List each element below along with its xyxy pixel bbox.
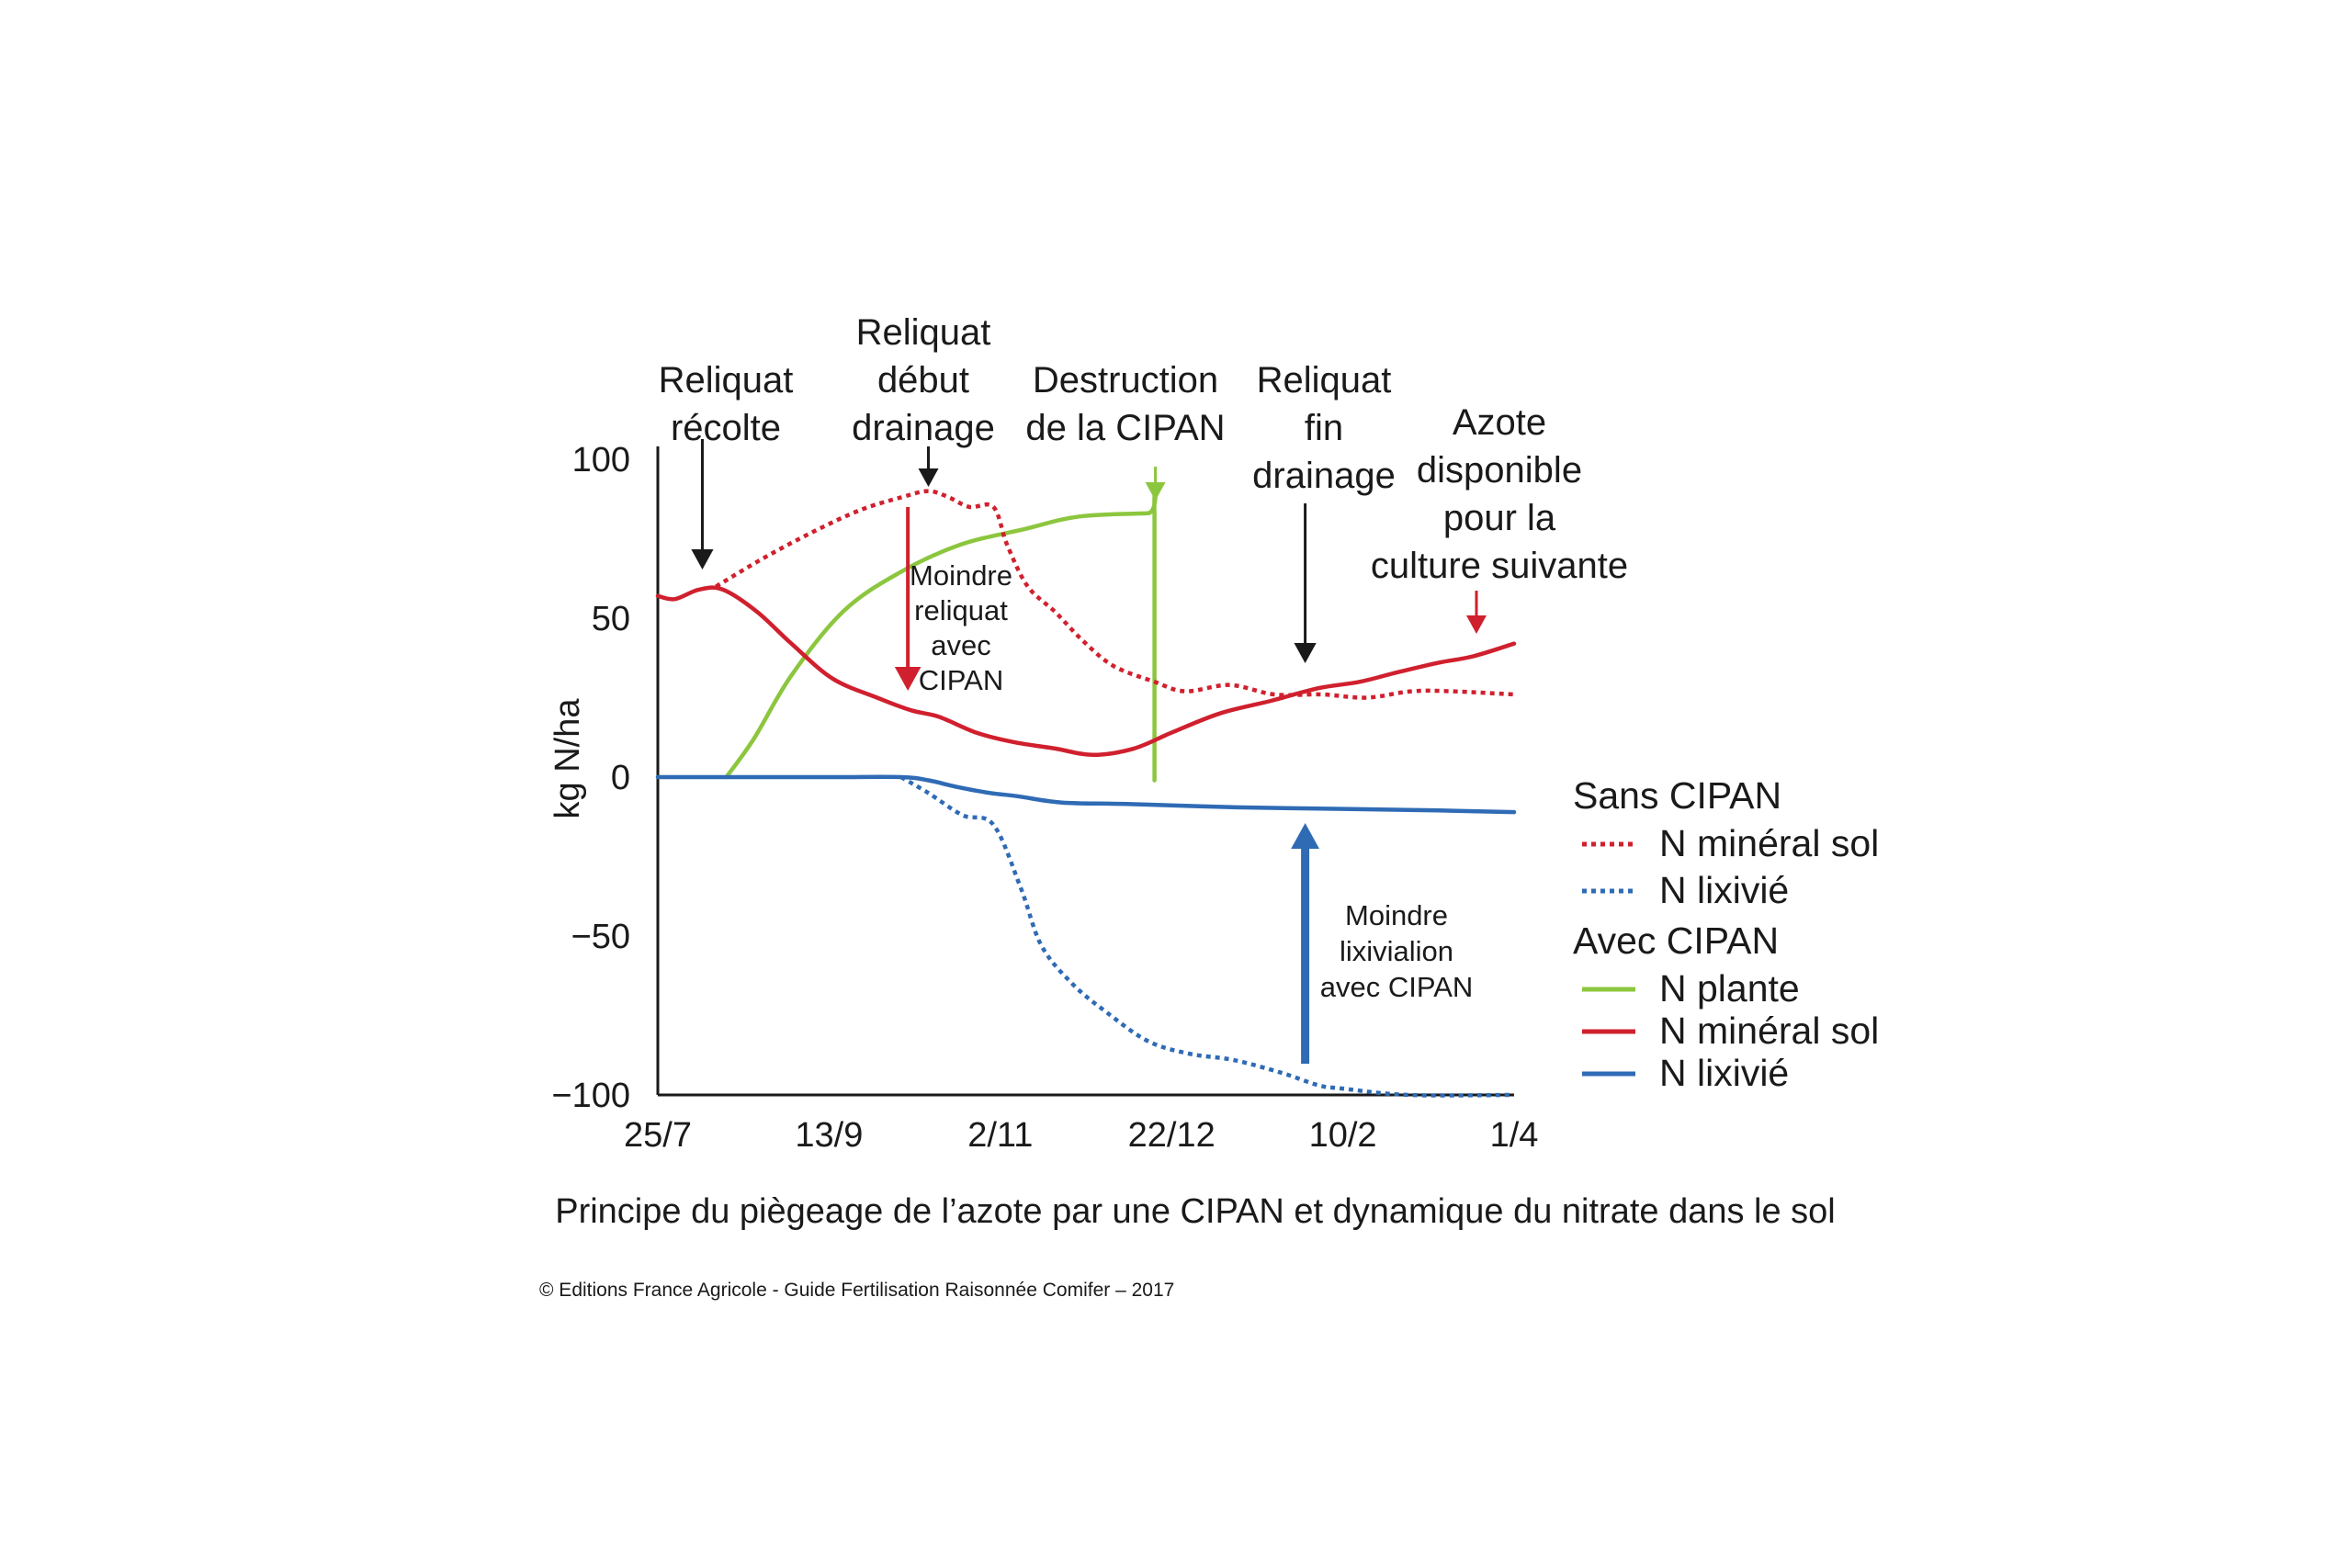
figure-caption: Principe du piègeage de l’azote par une … [555, 1192, 1836, 1231]
y-tick-label: 0 [611, 759, 630, 797]
annotation-reliquat-debut-drainage-line: début [877, 360, 969, 400]
series-sans-cipan-n-mineral-sol [715, 489, 1515, 700]
annotation-reliquat-recolte-line: Reliquat [659, 360, 794, 400]
arrow-reliquat-debut-drainage-head [918, 468, 939, 487]
legend-item: N lixivié [1582, 1052, 1789, 1094]
annotation-destruction-cipan: Destruction de la CIPAN [1025, 360, 1225, 448]
y-tick-label: −100 [551, 1077, 630, 1115]
annotation-reliquat-debut-drainage-line: Reliquat [856, 312, 991, 353]
legend-label: N lixivié [1659, 1052, 1789, 1094]
annotation-reliquat-fin-drainage-line: drainage [1252, 456, 1396, 496]
x-tick-label: 13/9 [795, 1116, 863, 1155]
annotation-destruction-cipan-line: de la CIPAN [1025, 408, 1225, 448]
legend-group: Sans CIPAN N minéral sol N lixivié [1573, 774, 1879, 911]
legend-label: N plante [1659, 967, 1800, 1010]
legend-item: N minéral sol [1582, 822, 1879, 864]
x-tick-label: 10/2 [1309, 1116, 1377, 1155]
annotation-reliquat-recolte-line: récolte [671, 408, 781, 448]
annotation-azote-disponible: Azote disponible pour la culture suivante [1371, 402, 1628, 586]
x-tick-label: 2/11 [967, 1116, 1033, 1155]
copyright-credit: © Editions France Agricole - Guide Ferti… [539, 1280, 1174, 1301]
arrow-azote-disponible-head [1465, 615, 1487, 634]
annotation-reliquat-recolte: Reliquat récolte [659, 360, 794, 448]
annotations: Reliquat récolte Reliquat début drainage Dest… [659, 312, 1628, 1064]
annotation-moindre-reliquat-line: reliquat [914, 594, 1008, 626]
arrow-azote-disponible [1465, 591, 1487, 634]
y-tick-label: 100 [572, 441, 630, 479]
legend-item: N lixivié [1582, 869, 1789, 911]
annotation-reliquat-fin-drainage-line: Reliquat [1257, 360, 1392, 400]
annotation-reliquat-debut-drainage-line: drainage [852, 408, 995, 448]
arrow-reliquat-recolte [691, 439, 714, 570]
annotation-azote-disponible-line: pour la [1443, 498, 1556, 538]
series-avec-cipan-n-mineral-sol [655, 585, 1517, 758]
legend-label: N lixivié [1659, 869, 1789, 911]
annotation-moindre-lixiviation: Moindre lixivialion avec CIPAN [1320, 899, 1474, 1003]
x-tick-label: 1/4 [1490, 1116, 1539, 1155]
annotation-azote-disponible-line: Azote [1453, 402, 1546, 443]
arrow-reliquat-debut-drainage [918, 446, 939, 487]
arrow-reliquat-fin-drainage [1294, 503, 1317, 663]
y-tick-label: 50 [592, 600, 630, 638]
legend-group-title: Avec CIPAN [1573, 919, 1779, 962]
legend-item: N minéral sol [1582, 1010, 1879, 1052]
arrow-destruction-cipan-head [1145, 482, 1166, 501]
legend-label: N minéral sol [1659, 822, 1879, 864]
annotation-moindre-lixiviation-line: Moindre [1345, 899, 1448, 931]
arrow-moindre-reliquat [894, 507, 922, 691]
series-sans-cipan-n-lixivie [899, 775, 1515, 1098]
annotation-azote-disponible-line: disponible [1417, 450, 1582, 491]
annotation-moindre-reliquat-line: avec [931, 629, 990, 661]
annotation-reliquat-debut-drainage: Reliquat début drainage [852, 312, 995, 448]
y-tick-label: −50 [571, 918, 630, 956]
annotation-moindre-lixiviation-line: avec CIPAN [1320, 971, 1474, 1003]
annotation-moindre-reliquat-line: CIPAN [919, 664, 1003, 696]
x-tick-label: 25/7 [624, 1116, 692, 1155]
x-tick-label: 22/12 [1128, 1116, 1216, 1155]
legend-item: N plante [1582, 967, 1800, 1010]
annotation-destruction-cipan-line: Destruction [1033, 360, 1218, 400]
series-avec-cipan-n-plante [724, 491, 1158, 783]
arrow-reliquat-fin-drainage-head [1294, 643, 1317, 663]
annotation-azote-disponible-line: culture suivante [1371, 546, 1628, 586]
annotation-reliquat-fin-drainage-line: fin [1305, 408, 1343, 448]
series-avec-cipan-n-lixivie [655, 774, 1517, 815]
annotation-moindre-lixiviation-line: lixivialion [1340, 935, 1453, 967]
annotation-moindre-reliquat-line: Moindre [910, 559, 1012, 592]
arrow-reliquat-recolte-head [691, 549, 714, 570]
series-layer [655, 489, 1517, 1098]
arrow-destruction-cipan [1145, 467, 1166, 501]
legend-label: N minéral sol [1659, 1010, 1879, 1052]
arrow-moindre-reliquat-head [894, 667, 922, 691]
annotation-reliquat-fin-drainage: Reliquat fin drainage [1252, 360, 1396, 496]
legend-group-title: Sans CIPAN [1573, 774, 1781, 817]
arrow-moindre-lixiviation [1291, 823, 1319, 1064]
arrow-moindre-lixiviation-head [1291, 823, 1319, 849]
y-axis-label: kg N/ha [548, 698, 587, 819]
